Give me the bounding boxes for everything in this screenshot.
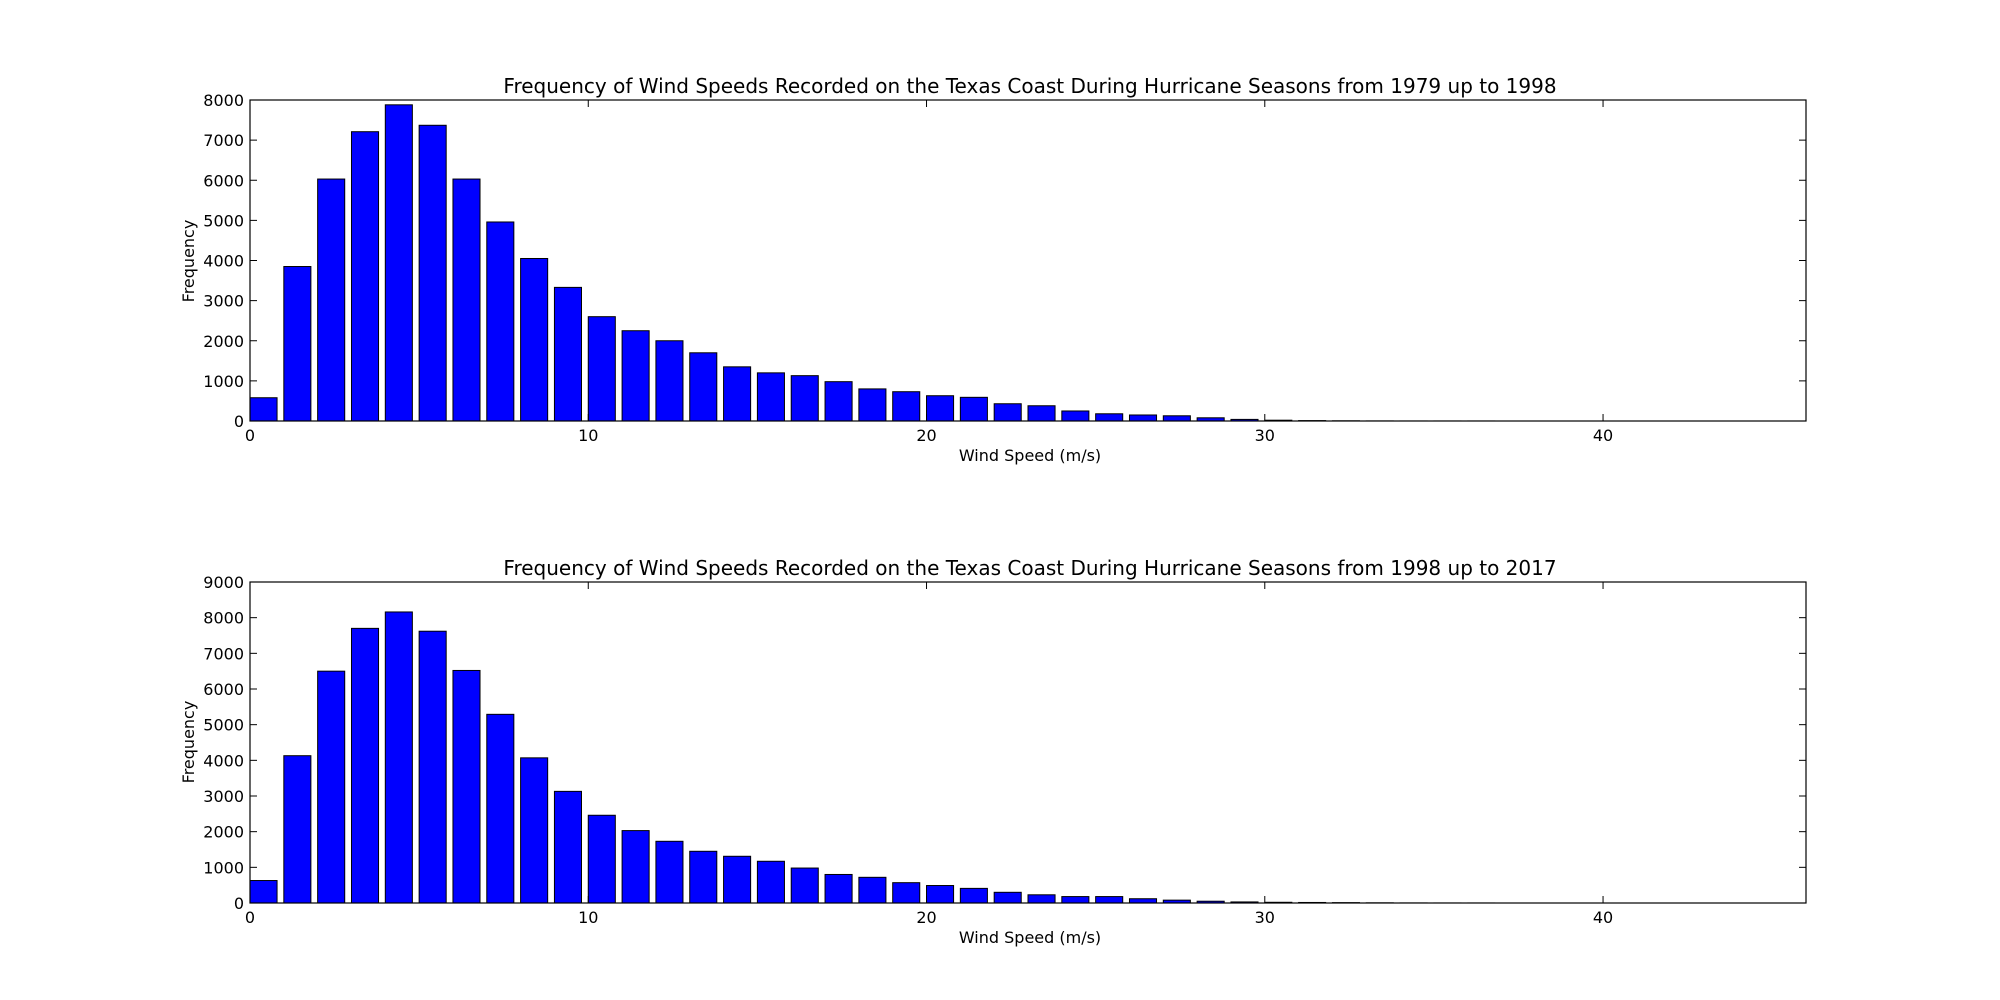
bar	[926, 395, 955, 422]
bar	[1061, 410, 1090, 422]
bar	[553, 286, 582, 422]
y-axis-label: Frequency	[179, 220, 198, 303]
bars-series	[249, 611, 1496, 904]
bar	[384, 104, 413, 422]
y-tick-label: 7000	[203, 644, 244, 663]
x-tick-label: 10	[578, 908, 598, 927]
bar	[520, 757, 549, 904]
bar	[723, 855, 752, 904]
bar	[1027, 894, 1056, 904]
bar	[587, 316, 616, 422]
y-tick-label: 6000	[203, 171, 244, 190]
chart-title: Frequency of Wind Speeds Recorded on the…	[503, 74, 1556, 98]
x-tick-label: 10	[578, 426, 598, 445]
bar	[892, 391, 921, 422]
bar	[350, 627, 380, 904]
bar	[1162, 415, 1191, 422]
x-axis-label: Wind Speed (m/s)	[959, 928, 1101, 947]
y-tick-label: 3000	[203, 292, 244, 311]
bar	[824, 381, 853, 422]
bar	[892, 882, 921, 904]
axis-ticks: 0 10 20 30 40 0 1000 2000 3000 4000 5000 6000 7000 80…	[203, 91, 1806, 445]
subplot-1: Frequency of Wind Speeds Recorded on the…	[179, 74, 1807, 465]
bar	[1061, 896, 1090, 904]
bar	[959, 887, 988, 904]
bar	[1027, 405, 1056, 422]
y-tick-label: 8000	[203, 91, 244, 110]
y-axis-label: Frequency	[179, 701, 198, 784]
bar	[452, 178, 481, 422]
axis-ticks: 0 10 20 30 40 0 1000 2000 3000 4000 5000 6000 7000 80…	[203, 573, 1806, 927]
bar	[621, 330, 650, 422]
bar	[486, 221, 515, 422]
x-tick-label: 20	[916, 426, 936, 445]
bar	[418, 630, 447, 904]
bar	[621, 830, 650, 904]
bar	[790, 375, 819, 422]
y-tick-label: 6000	[203, 680, 244, 699]
x-tick-label: 40	[1593, 908, 1613, 927]
y-tick-label: 8000	[203, 609, 244, 628]
bar	[1095, 413, 1124, 422]
bar	[350, 131, 380, 422]
bar	[858, 876, 887, 904]
x-tick-label: 0	[245, 908, 255, 927]
chart-title: Frequency of Wind Speeds Recorded on the…	[503, 556, 1556, 580]
bar	[655, 340, 684, 422]
bar	[418, 124, 447, 422]
bar	[993, 891, 1022, 904]
y-tick-label: 1000	[203, 858, 244, 877]
bar	[790, 867, 819, 904]
bar	[655, 840, 684, 904]
y-tick-label: 0	[234, 894, 244, 913]
bar	[317, 670, 346, 904]
bar	[1128, 414, 1158, 422]
bar	[858, 388, 887, 422]
bars-series	[249, 104, 1496, 422]
bar	[283, 755, 312, 904]
y-tick-label: 5000	[203, 211, 244, 230]
bar	[756, 860, 785, 904]
bar	[317, 178, 346, 422]
y-tick-label: 4000	[203, 751, 244, 770]
bar	[452, 669, 481, 904]
axes-frame	[249, 581, 1807, 904]
bar	[520, 257, 549, 422]
bar	[486, 713, 515, 904]
bar	[959, 396, 988, 422]
bar	[553, 790, 582, 904]
bar	[1128, 898, 1158, 904]
bar	[926, 885, 955, 904]
bar	[756, 372, 785, 422]
bar	[1095, 896, 1124, 904]
y-tick-label: 0	[234, 412, 244, 431]
y-tick-label: 2000	[203, 332, 244, 351]
y-tick-label: 9000	[203, 573, 244, 592]
bar	[824, 873, 853, 904]
bar	[249, 397, 278, 422]
x-tick-label: 30	[1255, 908, 1275, 927]
x-tick-label: 20	[916, 908, 936, 927]
bar	[587, 814, 616, 904]
y-tick-label: 4000	[203, 252, 244, 271]
y-tick-label: 3000	[203, 787, 244, 806]
y-tick-label: 5000	[203, 716, 244, 735]
bar	[723, 366, 752, 422]
x-tick-label: 40	[1593, 426, 1613, 445]
subplot-2: Frequency of Wind Speeds Recorded on the…	[179, 556, 1807, 947]
bar	[283, 266, 312, 422]
bar	[689, 352, 718, 422]
x-tick-label: 0	[245, 426, 255, 445]
bar	[384, 611, 413, 904]
x-tick-label: 30	[1255, 426, 1275, 445]
x-axis-label: Wind Speed (m/s)	[959, 446, 1101, 465]
bar	[249, 880, 278, 904]
bar	[993, 403, 1022, 422]
y-tick-label: 7000	[203, 131, 244, 150]
y-tick-label: 1000	[203, 372, 244, 391]
y-tick-label: 2000	[203, 823, 244, 842]
bar	[689, 850, 718, 904]
